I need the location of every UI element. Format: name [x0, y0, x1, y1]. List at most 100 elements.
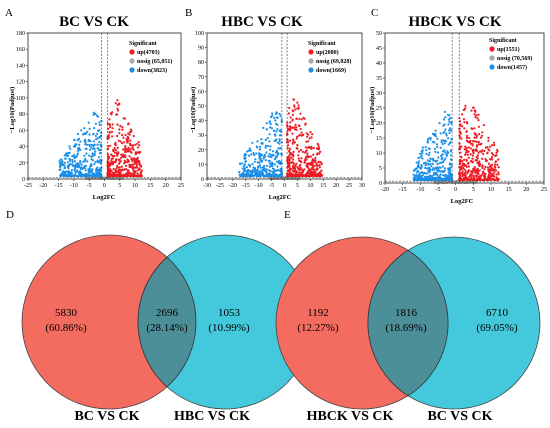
point-up-b [292, 155, 295, 158]
scatter-points-c [412, 104, 500, 185]
point-up-b [306, 164, 309, 167]
point-down-b [241, 167, 244, 170]
point-up-c [471, 144, 474, 147]
point-up-b [288, 154, 291, 157]
point-up-a [114, 144, 117, 147]
point-up-c [466, 140, 470, 143]
volcano-title-c: HBCK VS CK [408, 14, 501, 30]
point-up-b [304, 157, 307, 160]
point-up-a [114, 168, 117, 171]
point-down-c [417, 162, 420, 165]
point-up-b [292, 150, 295, 153]
point-up-a [115, 166, 119, 169]
point-up-c [464, 164, 467, 167]
point-down-a [67, 164, 70, 167]
point-down-c [436, 145, 439, 148]
point-up-b [304, 146, 307, 149]
point-down-a [76, 154, 79, 157]
y-tick-c-1: 5 [379, 166, 382, 172]
x-tick-c-8: 20 [523, 187, 529, 193]
point-up-a [116, 99, 119, 102]
point-down-a [84, 173, 88, 176]
point-down-b [279, 129, 282, 132]
point-down-c [445, 174, 448, 177]
point-up-c [473, 113, 476, 116]
point-down-a [84, 143, 87, 146]
point-down-a [92, 140, 95, 143]
y-axis-label-b: −Log10(Padjust) [190, 87, 197, 134]
point-down-b [239, 162, 242, 165]
point-up-b [297, 157, 300, 160]
point-up-c [477, 176, 480, 179]
venn-right-pct-d: (10.99%) [208, 322, 250, 334]
point-down-c [444, 157, 447, 160]
point-up-b [317, 146, 320, 149]
y-tick-c-10: 50 [376, 31, 382, 37]
point-up-b [312, 146, 315, 149]
point-down-a [91, 175, 95, 178]
point-down-c [417, 156, 420, 160]
point-up-a [123, 162, 126, 165]
point-down-c [448, 142, 451, 145]
point-down-a [87, 170, 90, 173]
point-up-c [464, 170, 467, 173]
point-up-b [297, 107, 300, 110]
point-up-c [475, 178, 478, 181]
point-down-b [256, 140, 259, 143]
point-down-c [449, 150, 453, 153]
point-up-b [291, 142, 294, 145]
point-down-b [264, 159, 267, 162]
point-down-b [267, 145, 270, 148]
x-tick-a-2: -15 [55, 183, 63, 189]
point-down-b [265, 170, 268, 174]
point-down-a [88, 127, 91, 130]
point-up-c [472, 174, 475, 177]
point-up-c [497, 158, 500, 161]
point-down-a [83, 167, 86, 170]
point-down-a [92, 133, 95, 136]
point-down-b [273, 170, 276, 173]
point-down-c [426, 138, 429, 141]
point-up-a [111, 123, 114, 126]
point-up-b [301, 173, 304, 176]
point-down-b [243, 154, 246, 157]
point-up-b [291, 109, 294, 112]
point-down-c [428, 169, 431, 172]
point-up-a [123, 168, 126, 171]
point-up-c [487, 173, 490, 177]
point-up-c [491, 163, 494, 166]
point-down-b [280, 118, 283, 122]
point-down-c [424, 172, 427, 175]
point-down-b [275, 149, 278, 152]
point-up-c [475, 114, 478, 117]
point-up-c [475, 140, 478, 143]
point-down-b [269, 169, 272, 173]
panel-label-c: C [371, 7, 378, 19]
point-up-a [132, 134, 135, 138]
point-down-c [416, 178, 419, 181]
point-down-b [275, 111, 278, 114]
point-down-b [244, 173, 248, 176]
point-down-c [412, 173, 415, 176]
point-down-b [254, 173, 257, 176]
point-down-c [432, 167, 435, 170]
x-tick-a-8: 15 [147, 183, 153, 189]
point-up-c [465, 158, 468, 161]
point-down-c [419, 167, 422, 170]
venn-left-name-d: BC VS CK [74, 409, 139, 424]
point-down-b [258, 161, 261, 165]
point-down-a [94, 122, 97, 125]
point-up-c [481, 157, 484, 160]
point-up-c [470, 159, 473, 163]
point-down-a [76, 152, 79, 155]
x-tick-b-7: 5 [296, 183, 299, 189]
y-tick-a-7: 140 [16, 63, 25, 69]
x-tick-b-6: 0 [283, 183, 286, 189]
point-down-a [73, 139, 76, 142]
point-down-a [88, 154, 91, 157]
point-up-b [306, 152, 309, 155]
y-tick-a-8: 160 [16, 47, 25, 53]
point-up-b [318, 152, 321, 155]
point-up-b [286, 121, 289, 124]
point-down-c [441, 178, 444, 181]
